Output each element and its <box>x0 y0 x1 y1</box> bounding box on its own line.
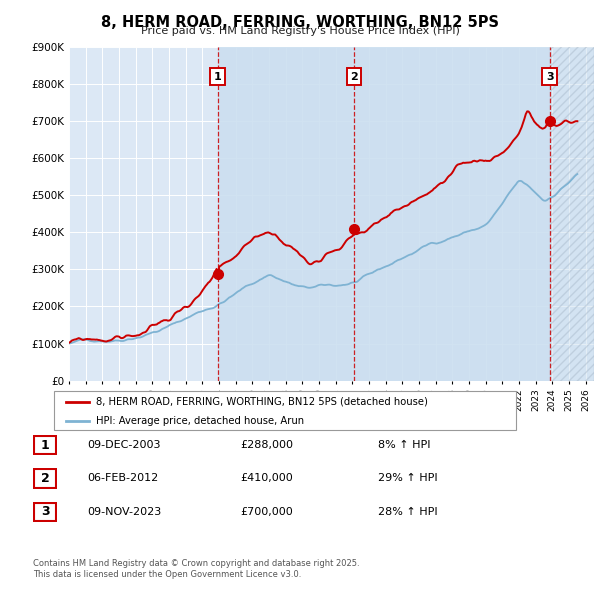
Text: 3: 3 <box>41 505 49 518</box>
Text: 3: 3 <box>546 72 554 82</box>
Text: £288,000: £288,000 <box>240 441 293 450</box>
Text: 1: 1 <box>41 439 49 452</box>
FancyBboxPatch shape <box>34 503 56 520</box>
FancyBboxPatch shape <box>34 470 56 487</box>
Text: 28% ↑ HPI: 28% ↑ HPI <box>378 507 437 516</box>
Text: 1: 1 <box>214 72 222 82</box>
Bar <box>550 47 594 381</box>
Text: HPI: Average price, detached house, Arun: HPI: Average price, detached house, Arun <box>95 416 304 426</box>
Text: £700,000: £700,000 <box>240 507 293 516</box>
Text: 09-NOV-2023: 09-NOV-2023 <box>87 507 161 516</box>
Text: 2: 2 <box>350 72 358 82</box>
FancyBboxPatch shape <box>34 437 56 454</box>
Text: 8% ↑ HPI: 8% ↑ HPI <box>378 441 431 450</box>
Text: 8, HERM ROAD, FERRING, WORTHING, BN12 5PS (detached house): 8, HERM ROAD, FERRING, WORTHING, BN12 5P… <box>95 397 427 407</box>
Bar <box>354 47 550 381</box>
Text: 29% ↑ HPI: 29% ↑ HPI <box>378 474 437 483</box>
Text: 06-FEB-2012: 06-FEB-2012 <box>87 474 158 483</box>
Text: Price paid vs. HM Land Registry's House Price Index (HPI): Price paid vs. HM Land Registry's House … <box>140 26 460 36</box>
FancyBboxPatch shape <box>54 391 516 430</box>
Bar <box>218 47 354 381</box>
Text: 09-DEC-2003: 09-DEC-2003 <box>87 441 161 450</box>
Text: 2: 2 <box>41 472 49 485</box>
Text: 8, HERM ROAD, FERRING, WORTHING, BN12 5PS: 8, HERM ROAD, FERRING, WORTHING, BN12 5P… <box>101 15 499 30</box>
Text: £410,000: £410,000 <box>240 474 293 483</box>
Text: Contains HM Land Registry data © Crown copyright and database right 2025.
This d: Contains HM Land Registry data © Crown c… <box>33 559 359 579</box>
